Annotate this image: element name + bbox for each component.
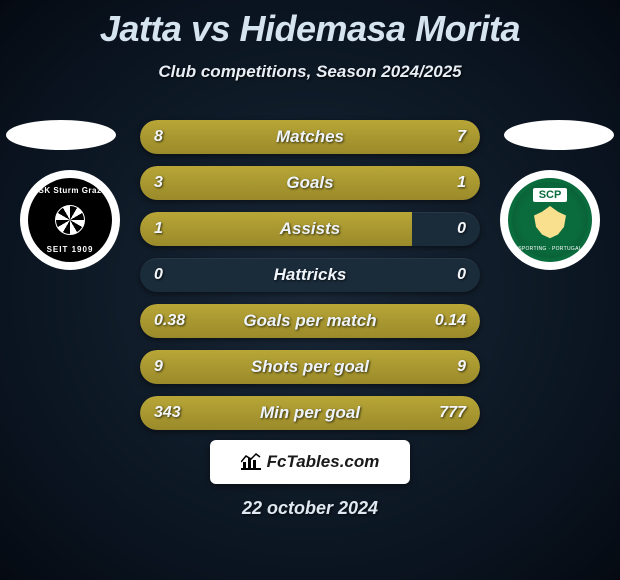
stats-list: 87Matches 31Goals 10Assists 00Hattricks 0.38… xyxy=(140,120,480,442)
stat-row: 343777Min per goal xyxy=(140,396,480,430)
team-badge-right: SCP SPORTING · PORTUGAL xyxy=(500,170,600,270)
player-silhouette-right xyxy=(504,120,614,150)
brand-name: FcTables.com xyxy=(267,452,380,472)
stat-row: 87Matches xyxy=(140,120,480,154)
crest-abbrev: SCP xyxy=(533,188,568,202)
chart-icon xyxy=(241,452,261,473)
team-badge-left: SK Sturm Graz SEIT 1909 xyxy=(20,170,120,270)
page-subtitle: Club competitions, Season 2024/2025 xyxy=(0,62,620,82)
crest-subtitle: SPORTING · PORTUGAL xyxy=(518,246,582,252)
footer-date: 22 october 2024 xyxy=(0,498,620,519)
stat-row: 00Hattricks xyxy=(140,258,480,292)
stat-row: 0.380.14Goals per match xyxy=(140,304,480,338)
stat-row: 10Assists xyxy=(140,212,480,246)
crest-founded: SEIT 1909 xyxy=(47,245,94,254)
brand-footer[interactable]: FcTables.com xyxy=(210,440,410,484)
stat-label: Goals per match xyxy=(140,304,480,338)
stat-label: Hattricks xyxy=(140,258,480,292)
stat-label: Shots per goal xyxy=(140,350,480,384)
lion-icon xyxy=(530,206,570,244)
stat-label: Goals xyxy=(140,166,480,200)
sturm-graz-crest: SK Sturm Graz SEIT 1909 xyxy=(28,178,112,262)
player-silhouette-left xyxy=(6,120,116,150)
stat-label: Min per goal xyxy=(140,396,480,430)
stat-row: 99Shots per goal xyxy=(140,350,480,384)
sporting-cp-crest: SCP SPORTING · PORTUGAL xyxy=(508,178,592,262)
page-title: Jatta vs Hidemasa Morita xyxy=(0,0,620,50)
crest-club-name: SK Sturm Graz xyxy=(39,186,102,195)
football-icon xyxy=(55,205,85,235)
stat-row: 31Goals xyxy=(140,166,480,200)
stat-label: Matches xyxy=(140,120,480,154)
comparison-card: Jatta vs Hidemasa Morita Club competitio… xyxy=(0,0,620,580)
stat-label: Assists xyxy=(140,212,480,246)
